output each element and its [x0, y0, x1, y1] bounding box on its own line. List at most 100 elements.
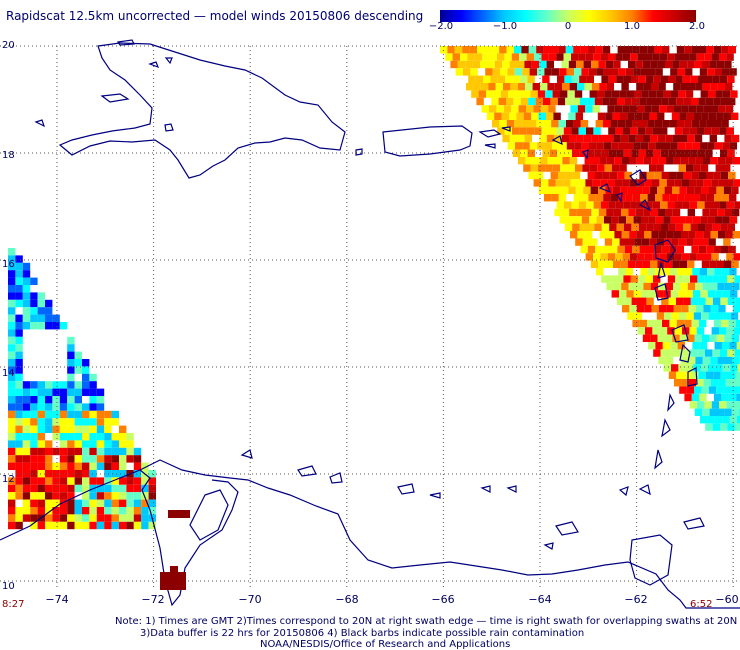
wind-cell [37, 462, 45, 470]
wind-cell [691, 245, 699, 254]
wind-cell [647, 245, 655, 254]
wind-cell [604, 90, 612, 98]
wind-cell [615, 179, 623, 187]
wind-cell [564, 75, 572, 83]
wind-cell [685, 142, 693, 150]
wind-cell [697, 275, 705, 283]
wind-cell [693, 238, 701, 246]
wind-cell [690, 149, 698, 157]
wind-cell [468, 75, 476, 83]
wind-cell [8, 499, 16, 507]
wind-cell [487, 60, 495, 69]
wind-cell [700, 416, 708, 424]
wind-cell [699, 342, 708, 350]
wind-cell [96, 425, 105, 433]
wind-cell [689, 327, 697, 335]
wind-cell [713, 46, 722, 54]
wind-cell [517, 83, 526, 91]
wind-cell [597, 112, 606, 120]
wind-cell [705, 349, 713, 357]
wind-cell [611, 68, 619, 76]
wind-cell [473, 83, 481, 91]
wind-cell [104, 499, 112, 507]
note-line-1: Note: 1) Times are GMT 2)Times correspon… [115, 616, 738, 627]
wind-cell [674, 253, 682, 261]
wind-cell [709, 208, 718, 217]
wind-cell [625, 268, 633, 276]
wind-cell [657, 60, 665, 69]
wind-cell [22, 307, 31, 315]
wind-cell [627, 186, 635, 194]
wind-cell [82, 455, 90, 463]
wind-cell [141, 507, 149, 515]
wind-cell [517, 60, 525, 69]
wind-cell [82, 477, 90, 485]
wind-cell [693, 164, 701, 172]
wind-cell [512, 127, 520, 135]
wind-cell [579, 223, 587, 231]
wind-cell [8, 418, 16, 426]
wind-cell [67, 359, 75, 367]
wind-cell [52, 492, 60, 500]
wind-cell [613, 282, 622, 291]
wind-cell [603, 68, 611, 76]
wind-cell [554, 134, 562, 143]
wind-cell [467, 53, 475, 61]
wind-cell [670, 268, 678, 276]
wind-cell [647, 120, 655, 128]
wind-cell [45, 322, 53, 330]
wind-cell [119, 425, 127, 433]
wind-cell [645, 275, 653, 283]
wind-cell [719, 75, 728, 83]
wind-cell [616, 297, 625, 305]
wind-cell [683, 171, 692, 180]
wind-cell [59, 322, 68, 330]
wind-cell [587, 223, 595, 231]
wind-cell [589, 90, 597, 98]
wind-cell [8, 329, 16, 337]
wind-cell [697, 201, 705, 209]
wind-cell [652, 201, 661, 209]
wind-cell [719, 201, 727, 209]
wind-cell [666, 105, 674, 113]
wind-cell [111, 470, 119, 478]
swath-time-right: 6:52 [690, 599, 713, 610]
wind-cell [719, 127, 727, 135]
wind-cell [519, 127, 527, 135]
wind-cell [552, 164, 561, 172]
wind-cell [8, 336, 16, 345]
wind-cell [727, 297, 736, 305]
wind-cell [22, 403, 31, 411]
wind-cell [96, 388, 105, 396]
wind-cell [30, 322, 38, 330]
wind-cell [540, 83, 548, 91]
wind-cell [96, 447, 105, 456]
wind-cell [8, 292, 16, 300]
wind-cell [573, 46, 581, 54]
wind-cell [703, 231, 711, 239]
wind-cell [581, 142, 589, 150]
wind-cell [696, 327, 705, 335]
lon-label: −72 [141, 593, 165, 606]
wind-cell [647, 268, 656, 276]
wind-cell [141, 499, 149, 507]
wind-cell [15, 314, 23, 322]
wind-cell [30, 307, 38, 315]
wind-cell [82, 381, 90, 389]
wind-cell [104, 410, 112, 419]
wind-cell [96, 462, 105, 470]
wind-cell [643, 134, 651, 143]
wind-cell [74, 410, 82, 419]
wind-cell [30, 292, 38, 300]
wind-cell [74, 507, 82, 515]
wind-cell [694, 60, 702, 69]
wind-cell [663, 142, 671, 150]
wind-cell [119, 455, 127, 463]
wind-cell [589, 164, 598, 172]
wind-cell [655, 142, 663, 150]
wind-cell [542, 149, 550, 157]
wind-cell [561, 60, 569, 69]
wind-cell [730, 90, 738, 98]
coastline-tobago [683, 517, 705, 530]
wind-cell [567, 164, 575, 172]
